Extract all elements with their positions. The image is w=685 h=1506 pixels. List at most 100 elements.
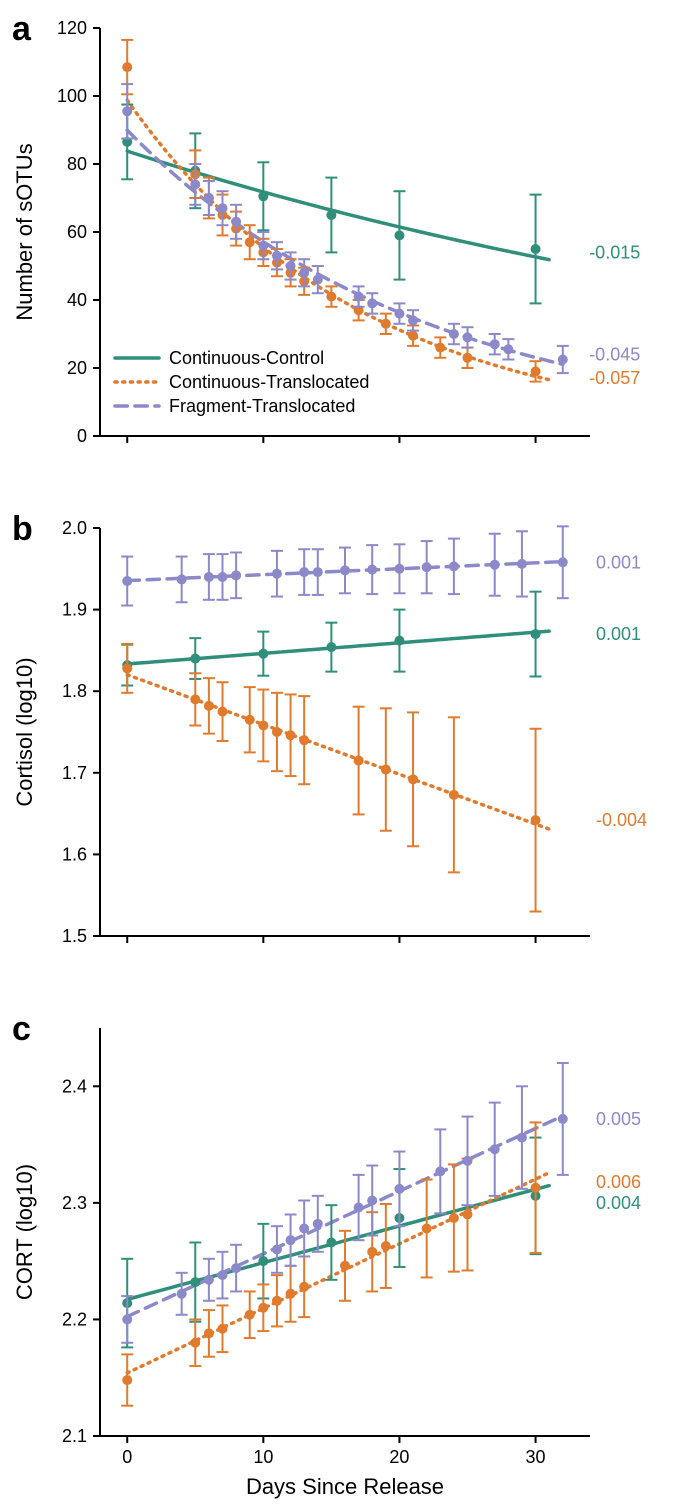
- data-point: [190, 654, 200, 664]
- data-point: [503, 344, 513, 354]
- data-point: [354, 756, 364, 766]
- data-point: [245, 715, 255, 725]
- slope-label-control: -0.015: [589, 242, 640, 262]
- data-point: [354, 1203, 364, 1213]
- y-axis-label: CORT (log10): [12, 1164, 37, 1300]
- data-point: [558, 355, 568, 365]
- data-point: [558, 1114, 568, 1124]
- data-point: [122, 106, 132, 116]
- y-tick-label: 2.2: [62, 1309, 87, 1329]
- data-point: [326, 210, 336, 220]
- data-point: [381, 765, 391, 775]
- data-point: [258, 1303, 268, 1313]
- y-tick-label: 2.1: [62, 1426, 87, 1446]
- data-point: [122, 1375, 132, 1385]
- data-point: [435, 343, 445, 353]
- data-point: [449, 561, 459, 571]
- y-axis-label: Number of sOTUs: [12, 143, 37, 320]
- data-point: [258, 1256, 268, 1266]
- data-point: [490, 1144, 500, 1154]
- data-point: [394, 230, 404, 240]
- data-point: [245, 1310, 255, 1320]
- data-point: [258, 720, 268, 730]
- data-point: [531, 1183, 541, 1193]
- panel-letter: a: [12, 10, 32, 48]
- y-tick-label: 40: [67, 290, 87, 310]
- data-point: [340, 565, 350, 575]
- data-point: [272, 727, 282, 737]
- data-point: [204, 1328, 214, 1338]
- data-point: [326, 292, 336, 302]
- data-point: [272, 1296, 282, 1306]
- data-point: [190, 694, 200, 704]
- data-point: [422, 562, 432, 572]
- data-point: [463, 332, 473, 342]
- data-point: [258, 191, 268, 201]
- slope-label-fragment: 0.001: [596, 552, 641, 572]
- y-tick-label: 0: [77, 426, 87, 446]
- data-point: [272, 1244, 282, 1254]
- data-point: [367, 1247, 377, 1257]
- data-point: [286, 1289, 296, 1299]
- panel-b: 1.51.61.71.81.92.0Cortisol (log10)b0.001…: [0, 500, 685, 970]
- data-point: [313, 567, 323, 577]
- data-point: [408, 331, 418, 341]
- data-point: [218, 1324, 228, 1334]
- y-tick-label: 2.0: [62, 518, 87, 538]
- y-tick-label: 1.8: [62, 681, 87, 701]
- slope-label-control: 0.004: [596, 1193, 641, 1213]
- data-point: [517, 559, 527, 569]
- data-point: [286, 730, 296, 740]
- data-point: [122, 62, 132, 72]
- data-point: [449, 790, 459, 800]
- data-point: [326, 1237, 336, 1247]
- panel-a: 020406080100120Number of sOTUsa-0.015-0.…: [0, 0, 685, 470]
- data-point: [122, 576, 132, 586]
- legend-label: Continuous-Control: [169, 348, 324, 368]
- data-point: [394, 564, 404, 574]
- slope-label-fragment: 0.005: [596, 1109, 641, 1129]
- data-point: [218, 1270, 228, 1280]
- data-point: [367, 298, 377, 308]
- data-point: [299, 1224, 309, 1234]
- data-point: [204, 1275, 214, 1285]
- data-point: [517, 1133, 527, 1143]
- legend: Continuous-Control Continuous-Translocate…: [115, 348, 369, 416]
- data-point: [490, 560, 500, 570]
- data-point: [231, 217, 241, 227]
- data-point: [258, 241, 268, 251]
- data-point: [449, 1213, 459, 1223]
- data-point: [286, 261, 296, 271]
- data-point: [340, 1261, 350, 1271]
- slope-label-translocated: -0.057: [589, 368, 640, 388]
- y-axis-label: Cortisol (log10): [12, 657, 37, 806]
- series-fragment: [121, 84, 569, 373]
- y-tick-label: 100: [57, 86, 87, 106]
- data-point: [394, 1184, 404, 1194]
- data-point: [190, 1338, 200, 1348]
- data-point: [408, 774, 418, 784]
- y-tick-label: 1.6: [62, 844, 87, 864]
- data-point: [218, 707, 228, 717]
- slope-label-fragment: -0.045: [589, 344, 640, 364]
- data-point: [204, 572, 214, 582]
- data-point: [204, 701, 214, 711]
- data-point: [394, 636, 404, 646]
- data-point: [286, 1235, 296, 1245]
- slope-label-translocated: -0.004: [596, 810, 647, 830]
- series-fragment: [121, 526, 569, 605]
- x-tick-label: 30: [526, 1447, 546, 1467]
- panel-c: 2.12.22.32.40102030CORT (log10)Days Sinc…: [0, 1000, 685, 1506]
- data-point: [313, 1219, 323, 1229]
- fit-line-translocated: [127, 100, 549, 380]
- data-point: [531, 629, 541, 639]
- legend-label: Continuous-Translocated: [169, 372, 369, 392]
- data-point: [299, 1282, 309, 1292]
- data-point: [463, 353, 473, 363]
- data-point: [381, 1241, 391, 1251]
- data-point: [245, 237, 255, 247]
- data-point: [177, 574, 187, 584]
- y-tick-label: 1.7: [62, 763, 87, 783]
- data-point: [381, 319, 391, 329]
- data-point: [435, 1166, 445, 1176]
